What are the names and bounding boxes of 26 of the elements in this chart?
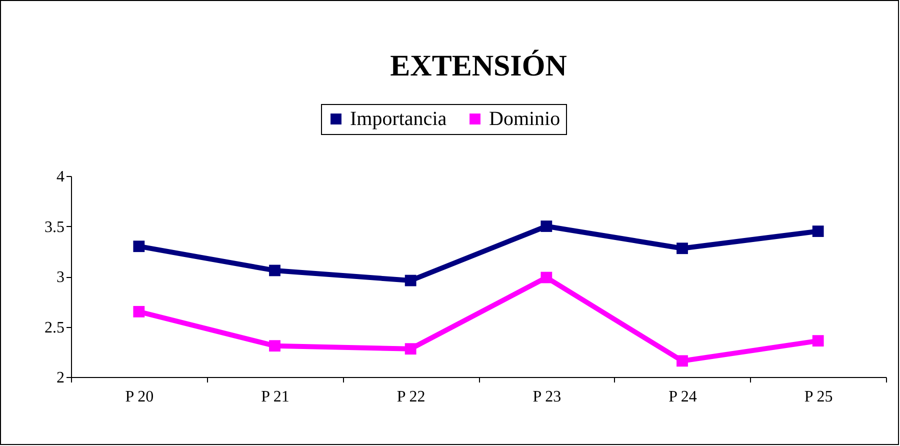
y-tick-label: 2.5: [44, 319, 64, 336]
y-tick-label: 3: [56, 269, 64, 286]
point: [540, 272, 552, 284]
point: [812, 226, 824, 237]
x-tick-label: P 24: [668, 388, 697, 406]
point: [404, 343, 416, 355]
point: [812, 335, 824, 347]
x-tick-label: P 22: [396, 388, 426, 406]
point: [269, 264, 280, 276]
point: [540, 220, 552, 232]
y-tick-label: 3.5: [44, 218, 64, 236]
legend-label: Dominio: [489, 108, 560, 130]
x-tick-label: P 25: [804, 388, 833, 406]
legend-label: Importancia: [350, 108, 447, 130]
point: [133, 306, 145, 318]
chart-title: EXTENSIÓN: [390, 50, 568, 82]
point: [404, 274, 416, 286]
x-tick-label: P 21: [261, 388, 290, 406]
y-tick-label: 2: [56, 370, 64, 386]
x-tick-label: P 20: [125, 388, 154, 406]
point: [269, 340, 280, 352]
point: [676, 242, 688, 254]
point: [133, 240, 145, 252]
x-tick-label: P 23: [532, 388, 562, 406]
point: [676, 355, 688, 367]
y-tick-label: 4: [56, 168, 64, 186]
